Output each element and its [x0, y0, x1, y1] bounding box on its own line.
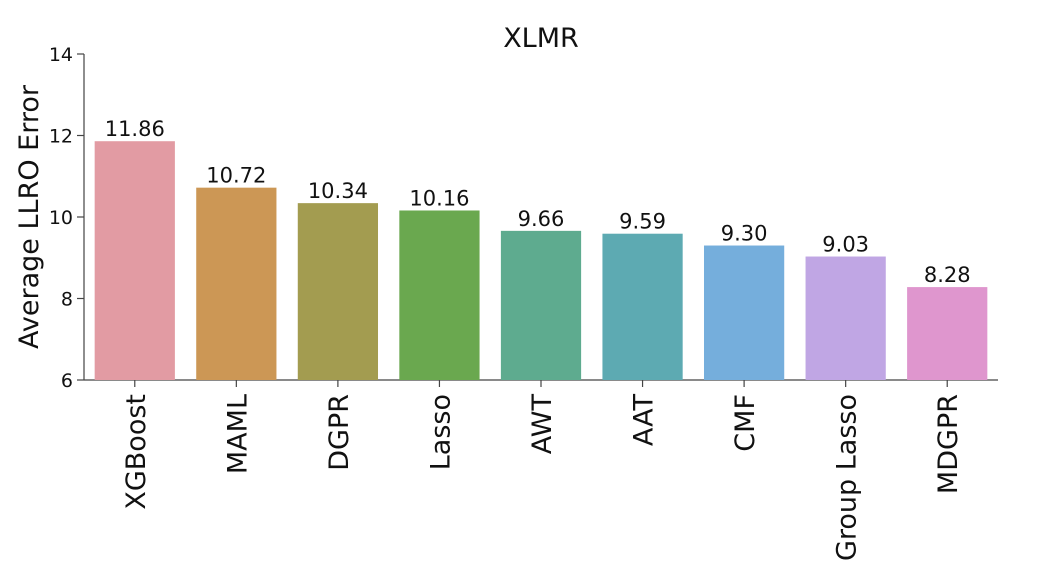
bar-value-label: 9.03 [822, 233, 869, 257]
bar [500, 230, 582, 380]
bar-value-label: 8.28 [924, 263, 971, 287]
y-tick-label: 10 [49, 207, 73, 229]
bar-value-label: 10.16 [409, 186, 469, 210]
x-tick-label: AAT [629, 393, 660, 446]
y-tick-label: 14 [49, 44, 73, 66]
x-tick-label: XGBoost [121, 394, 152, 510]
chart-title: XLMR [503, 23, 579, 54]
bar [196, 187, 277, 380]
x-tick-label: Lasso [425, 394, 456, 470]
bar-value-label: 9.66 [518, 207, 565, 231]
bar [703, 245, 785, 380]
y-tick-label: 6 [61, 370, 73, 392]
bar-value-label: 9.59 [619, 210, 666, 234]
x-tick-label: Group Lasso [832, 394, 863, 561]
bar [907, 287, 988, 380]
bar [399, 210, 480, 380]
value-labels-group: 11.86 10.72 10.34 10.16 9.66 9.59 9.30 9.03 8.28 [105, 117, 971, 287]
x-tick-label: CMF [730, 394, 761, 452]
x-tick-label: AWT [527, 393, 558, 454]
x-tick-label: MDGPR [933, 394, 964, 494]
y-tick-label: 8 [61, 289, 73, 311]
bar [805, 256, 886, 380]
bars-group [94, 141, 988, 380]
y-tick-label: 12 [49, 126, 73, 148]
y-axis-label: Average LLRO Error [14, 84, 45, 349]
x-tick-label: MAML [222, 394, 253, 474]
bar [94, 141, 175, 380]
bar [297, 203, 379, 380]
bar-value-label: 10.34 [308, 179, 368, 203]
bar-value-label: 11.86 [105, 117, 165, 141]
bar-value-label: 9.30 [721, 222, 768, 246]
x-tick-label: DGPR [324, 394, 355, 471]
y-axis-ticks: 6 8 10 12 14 [49, 44, 84, 392]
bar [602, 233, 683, 380]
bar-value-label: 10.72 [206, 164, 266, 188]
x-axis-ticks: XGBoost MAML DGPR Lasso AWT AAT CMF Group Lasso… [121, 380, 964, 561]
